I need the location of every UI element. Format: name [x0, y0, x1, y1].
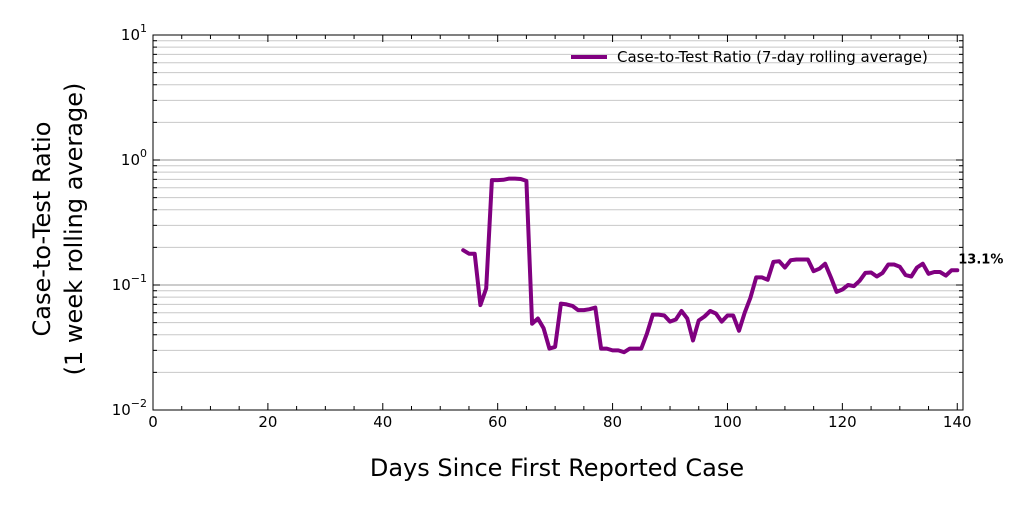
x-tick-label: 120	[828, 413, 857, 431]
annotation-label: 13.1%	[958, 252, 1003, 267]
axis-ticks	[152, 35, 963, 411]
series-layer	[461, 176, 960, 355]
grid-lines	[153, 40, 963, 411]
y-tick-label: 10−1	[112, 272, 147, 294]
x-tick-label: 80	[603, 413, 622, 431]
y-tick-label: 10−2	[112, 397, 147, 419]
y-tick-label: 101	[121, 22, 147, 44]
x-axis-title: Days Since First Reported Case	[370, 454, 744, 482]
x-tick-label: 60	[488, 413, 507, 431]
x-tick-label: 40	[373, 413, 392, 431]
y-tick-labels: 10−2 10−1 100 101	[112, 22, 147, 419]
plot-frame	[152, 34, 964, 411]
legend-label: Case-to-Test Ratio (7-day rolling averag…	[617, 48, 928, 66]
y-axis-title-line1: Case-to-Test Ratio	[28, 122, 56, 337]
x-tick-labels: 0 20 40 60 80 100 120 140	[148, 413, 971, 431]
x-tick-label: 0	[148, 413, 158, 431]
y-axis-title: Case-to-Test Ratio (1 week rolling avera…	[28, 83, 88, 376]
series-line	[461, 176, 960, 355]
annotations: 13.1%	[958, 252, 1003, 267]
x-tick-label: 20	[258, 413, 277, 431]
y-axis-title-line2: (1 week rolling average)	[60, 83, 88, 376]
legend: Case-to-Test Ratio (7-day rolling averag…	[571, 48, 928, 66]
y-tick-label: 100	[121, 147, 147, 169]
x-tick-label: 100	[713, 413, 742, 431]
x-tick-label: 140	[943, 413, 972, 431]
